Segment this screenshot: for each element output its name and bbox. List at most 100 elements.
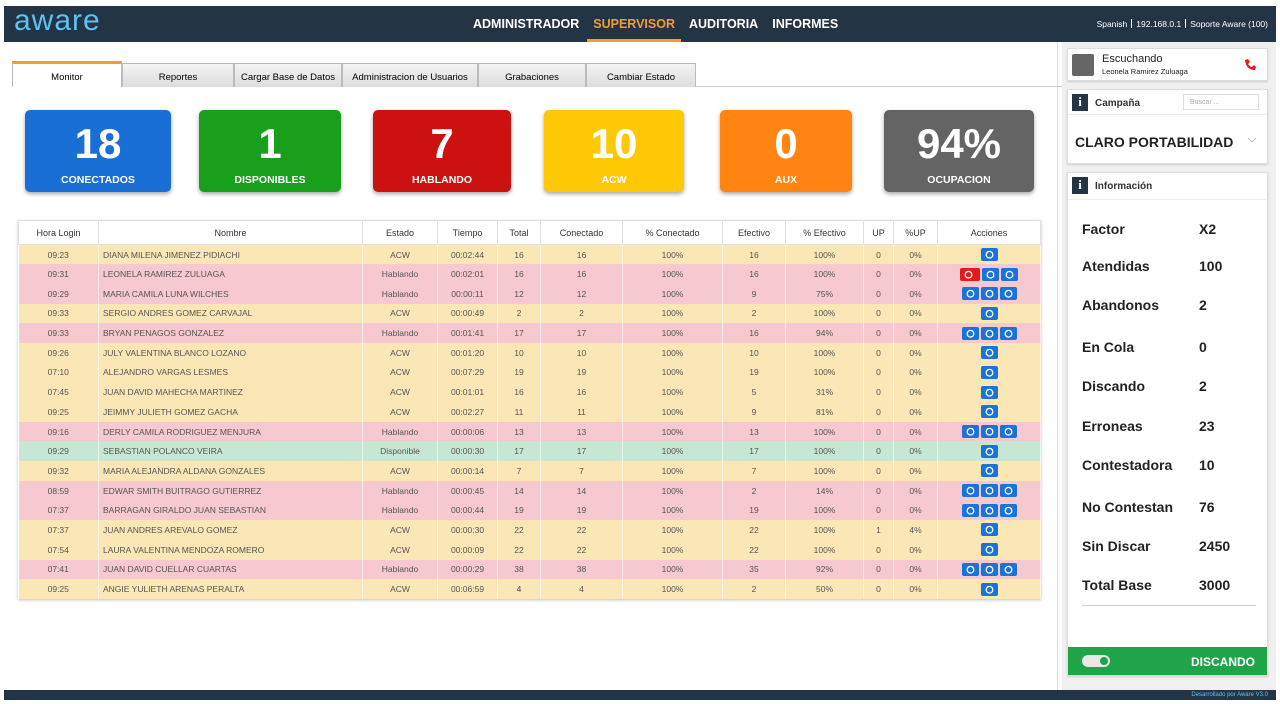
campaign-name[interactable]: CLARO PORTABILIDAD — [1075, 134, 1233, 150]
actions-cell — [938, 481, 1041, 501]
action-button[interactable] — [1001, 268, 1018, 281]
tab[interactable]: Reportes — [122, 63, 234, 87]
action-button[interactable] — [981, 248, 998, 261]
action-button[interactable] — [962, 287, 979, 300]
cell: 00:07:29 — [438, 363, 498, 383]
cell: 94% — [786, 323, 864, 343]
action-button[interactable] — [1000, 504, 1017, 517]
cell: 0 — [864, 382, 894, 402]
agent-row: 09:31LEONELA RAMIREZ ZULUAGAHablando00:0… — [19, 264, 1041, 284]
cell: 17 — [723, 441, 786, 461]
cell: 0% — [894, 343, 938, 363]
cell: 17 — [541, 441, 623, 461]
action-button[interactable] — [1000, 287, 1017, 300]
action-button[interactable] — [962, 563, 979, 576]
cell: 100% — [623, 343, 723, 363]
cell: EDWAR SMITH BUITRAGO GUTIERREZ — [99, 481, 363, 501]
cell: 22 — [723, 520, 786, 540]
action-button[interactable] — [981, 484, 998, 497]
agent-row: 09:25ANGIE YULIETH ARENAS PERALTAACW00:0… — [19, 579, 1041, 599]
cell: SERGIO ANDRES GOMEZ CARVAJAL — [99, 304, 363, 324]
action-button[interactable] — [981, 445, 998, 458]
action-button[interactable] — [981, 366, 998, 379]
action-button[interactable] — [1000, 484, 1017, 497]
action-button[interactable] — [981, 346, 998, 359]
status-item[interactable]: 192.168.0.1 — [1131, 19, 1181, 29]
info-label: Atendidas — [1082, 258, 1150, 274]
action-button[interactable] — [981, 327, 998, 340]
hangup-icon[interactable] — [1243, 58, 1257, 72]
cell: 7 — [541, 461, 623, 481]
tab[interactable]: Grabaciones — [478, 63, 586, 87]
dial-toggle[interactable] — [1082, 655, 1110, 667]
cell: 100% — [623, 579, 723, 599]
action-button[interactable] — [981, 386, 998, 399]
cell: 09:32 — [19, 461, 99, 481]
action-button[interactable] — [981, 307, 998, 320]
status-item[interactable]: Soporte Aware (100) — [1185, 19, 1268, 29]
tab[interactable]: Cargar Base de Datos — [234, 63, 342, 87]
column-header: Nombre — [99, 221, 363, 245]
stat-value: 10 — [544, 120, 684, 168]
sidebar: Escuchando Leonela Ramirez Zuluaga i Cam… — [1062, 42, 1276, 690]
cell: 100% — [623, 560, 723, 580]
actions-cell — [938, 304, 1041, 324]
action-button[interactable] — [981, 504, 998, 517]
cell: 100% — [786, 461, 864, 481]
cell: 2 — [723, 579, 786, 599]
nav-item[interactable]: INFORMES — [766, 6, 844, 42]
wave-icon — [1072, 54, 1094, 76]
action-button[interactable] — [981, 543, 998, 556]
action-button[interactable] — [962, 484, 979, 497]
tab[interactable]: Monitor — [12, 61, 122, 87]
info-item: Sin Discar2450 — [1082, 538, 1252, 554]
tab[interactable]: Administracion de Usuarios — [342, 63, 478, 87]
action-button[interactable] — [981, 563, 998, 576]
action-button[interactable] — [982, 268, 999, 281]
actions-cell — [938, 422, 1041, 442]
action-button[interactable] — [962, 327, 979, 340]
listening-title: Escuchando — [1102, 53, 1163, 65]
action-button[interactable] — [1000, 425, 1017, 438]
nav-item[interactable]: ADMINISTRADOR — [467, 6, 585, 42]
logo[interactable]: aware — [14, 4, 101, 38]
cell: JUAN DAVID CUELLAR CUARTAS — [99, 560, 363, 580]
cell: 09:26 — [19, 343, 99, 363]
action-button[interactable] — [962, 425, 979, 438]
cell: 100% — [623, 441, 723, 461]
action-button[interactable] — [960, 268, 980, 281]
cell: 22 — [498, 520, 541, 540]
stat-value: 0 — [720, 120, 852, 168]
cell: 100% — [786, 245, 864, 265]
cell: 16 — [723, 323, 786, 343]
cell: 00:01:20 — [438, 343, 498, 363]
action-button[interactable] — [981, 583, 998, 596]
action-button[interactable] — [981, 464, 998, 477]
action-button[interactable] — [981, 425, 998, 438]
cell: 0% — [894, 500, 938, 520]
action-button[interactable] — [962, 504, 979, 517]
tab[interactable]: Cambiar Estado — [586, 63, 696, 87]
action-button[interactable] — [1000, 563, 1017, 576]
action-button[interactable] — [981, 405, 998, 418]
agent-row: 09:29MARIA CAMILA LUNA WILCHESHablando00… — [19, 284, 1041, 304]
cell: 08:59 — [19, 481, 99, 501]
status-item[interactable]: Spanish — [1097, 19, 1128, 29]
cell: 19 — [723, 500, 786, 520]
cell: 0% — [894, 264, 938, 284]
cell: 100% — [786, 520, 864, 540]
campaign-search[interactable]: Buscar ... — [1183, 94, 1259, 110]
action-button[interactable] — [981, 523, 998, 536]
cell: 0 — [864, 540, 894, 560]
nav-item[interactable]: AUDITORIA — [683, 6, 764, 42]
info-item: En Cola0 — [1082, 339, 1252, 355]
cell: BRYAN PENAGOS GONZALEZ — [99, 323, 363, 343]
cell: 00:00:06 — [438, 422, 498, 442]
info-label: No Contestan — [1082, 499, 1173, 515]
agent-row: 07:45JUAN DAVID MAHECHA MARTINEZACW00:01… — [19, 382, 1041, 402]
action-button[interactable] — [981, 287, 998, 300]
dropdown-icon[interactable] — [1247, 136, 1257, 144]
nav-item[interactable]: SUPERVISOR — [587, 6, 681, 42]
cell: 00:02:01 — [438, 264, 498, 284]
action-button[interactable] — [1000, 327, 1017, 340]
